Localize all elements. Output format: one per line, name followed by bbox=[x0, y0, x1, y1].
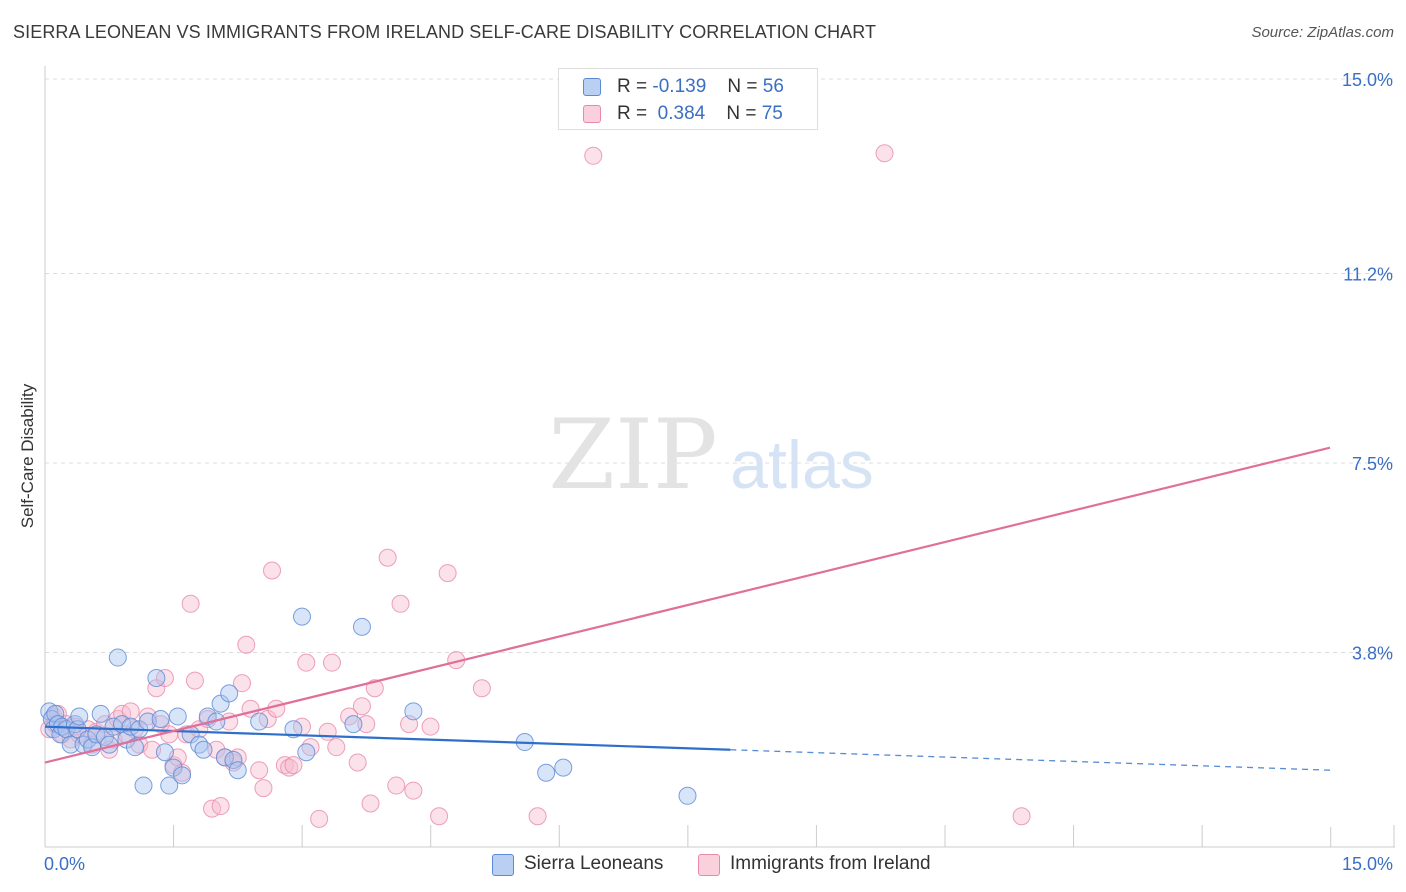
data-point-sierra-leonean bbox=[554, 758, 573, 777]
data-point-sierra-leonean bbox=[168, 707, 187, 726]
data-point-immigrant-from-ireland bbox=[387, 776, 406, 795]
series-sierra-leoneans bbox=[40, 607, 697, 805]
data-point-immigrant-from-ireland bbox=[378, 548, 397, 567]
legend-swatch-pink bbox=[583, 105, 601, 123]
correlation-legend: R = -0.139 N = 56 R = 0.384 N = 75 bbox=[558, 68, 818, 130]
legend-swatch-pink bbox=[698, 854, 720, 876]
data-point-immigrant-from-ireland bbox=[121, 702, 140, 721]
chart-title: SIERRA LEONEAN VS IMMIGRANTS FROM IRELAN… bbox=[13, 22, 877, 42]
data-point-sierra-leonean bbox=[147, 669, 166, 688]
data-point-sierra-leonean bbox=[155, 743, 174, 762]
axes bbox=[44, 66, 1395, 848]
data-point-immigrant-from-ireland bbox=[263, 561, 282, 580]
data-point-immigrant-from-ireland bbox=[584, 146, 603, 165]
data-point-immigrant-from-ireland bbox=[233, 674, 252, 693]
data-point-immigrant-from-ireland bbox=[297, 653, 316, 672]
data-point-immigrant-from-ireland bbox=[528, 807, 547, 826]
data-point-immigrant-from-ireland bbox=[322, 653, 341, 672]
x-tick-label: 15.0% bbox=[1342, 854, 1393, 874]
y-tick-label: 3.8% bbox=[1352, 643, 1393, 663]
data-point-sierra-leonean bbox=[108, 648, 127, 667]
data-point-sierra-leonean bbox=[352, 617, 371, 636]
data-point-immigrant-from-ireland bbox=[361, 794, 380, 813]
data-point-sierra-leonean bbox=[228, 761, 247, 780]
data-point-sierra-leonean bbox=[344, 715, 363, 734]
trend-lines bbox=[44, 446, 1331, 771]
legend-swatch-blue bbox=[583, 78, 601, 96]
trend-line-sierra-leoneans-extension bbox=[730, 749, 1331, 771]
data-point-sierra-leonean bbox=[220, 684, 239, 703]
data-point-immigrant-from-ireland bbox=[438, 564, 457, 583]
trend-line-immigrants-from-ireland bbox=[44, 446, 1331, 764]
data-point-immigrant-from-ireland bbox=[327, 738, 346, 757]
data-point-sierra-leonean bbox=[224, 750, 243, 769]
data-point-sierra-leonean bbox=[194, 740, 213, 759]
legend-r-label: R = bbox=[617, 76, 648, 97]
data-point-immigrant-from-ireland bbox=[250, 761, 269, 780]
data-point-immigrant-from-ireland bbox=[284, 756, 303, 775]
legend-n-value: 75 bbox=[761, 103, 783, 124]
data-point-immigrant-from-ireland bbox=[421, 717, 440, 736]
watermark: ZIP atlas bbox=[548, 399, 873, 511]
data-point-immigrant-from-ireland bbox=[391, 594, 410, 613]
data-point-sierra-leonean bbox=[151, 710, 170, 728]
data-point-immigrant-from-ireland bbox=[404, 781, 423, 800]
x-tick-label: 0.0% bbox=[44, 854, 85, 874]
data-point-sierra-leonean bbox=[134, 776, 153, 795]
data-point-immigrant-from-ireland bbox=[875, 144, 894, 163]
data-point-sierra-leonean bbox=[404, 702, 423, 721]
data-point-immigrant-from-ireland bbox=[352, 697, 371, 716]
data-point-immigrant-from-ireland bbox=[254, 779, 273, 798]
data-point-sierra-leonean bbox=[678, 786, 697, 805]
legend-label-immigrants-from-ireland: Immigrants from Ireland bbox=[730, 853, 931, 874]
data-point-sierra-leonean bbox=[297, 743, 316, 762]
legend-r-value: 0.384 bbox=[652, 103, 706, 124]
data-point-sierra-leonean bbox=[125, 738, 144, 757]
grid-lines bbox=[45, 78, 1395, 653]
data-point-sierra-leonean bbox=[250, 712, 269, 731]
legend-n-value: 56 bbox=[762, 76, 784, 97]
legend-r-value: -0.139 bbox=[652, 76, 707, 97]
legend-label-sierra-leoneans: Sierra Leoneans bbox=[524, 853, 664, 874]
watermark-zip: ZIP bbox=[548, 399, 717, 511]
data-point-immigrant-from-ireland bbox=[357, 715, 376, 734]
data-point-sierra-leonean bbox=[173, 766, 192, 785]
data-point-immigrant-from-ireland bbox=[318, 722, 337, 741]
series-immigrants-from-ireland bbox=[40, 144, 1031, 828]
data-point-sierra-leonean bbox=[537, 763, 556, 782]
data-point-sierra-leonean bbox=[91, 704, 110, 723]
watermark-atlas: atlas bbox=[730, 427, 874, 503]
data-point-immigrant-from-ireland bbox=[310, 809, 329, 828]
series-legend: Sierra Leoneans Immigrants from Ireland bbox=[0, 852, 1406, 878]
y-tick-label: 11.2% bbox=[1343, 265, 1393, 285]
data-point-immigrant-from-ireland bbox=[181, 594, 200, 613]
data-point-sierra-leonean bbox=[61, 735, 80, 754]
legend-swatch-blue bbox=[492, 854, 514, 876]
data-point-immigrant-from-ireland bbox=[1012, 807, 1031, 826]
data-point-immigrant-from-ireland bbox=[185, 671, 204, 690]
data-point-immigrant-from-ireland bbox=[211, 797, 230, 816]
data-point-sierra-leonean bbox=[160, 776, 179, 795]
data-point-immigrant-from-ireland bbox=[430, 807, 449, 826]
data-point-sierra-leonean bbox=[284, 720, 303, 739]
trend-line-sierra-leoneans bbox=[44, 725, 731, 751]
legend-n-label: N = bbox=[727, 76, 758, 97]
chart-source: Source: ZipAtlas.com bbox=[1251, 24, 1394, 41]
y-tick-label: 15.0% bbox=[1342, 70, 1393, 90]
y-tick-label: 7.5% bbox=[1352, 454, 1393, 474]
legend-r-label: R = bbox=[617, 103, 648, 124]
data-point-immigrant-from-ireland bbox=[348, 753, 367, 772]
data-point-sierra-leonean bbox=[70, 707, 89, 726]
data-point-sierra-leonean bbox=[293, 607, 311, 626]
tick-labels: 3.8% 7.5% 11.2% 15.0% 0.0% 15.0% bbox=[44, 70, 1393, 874]
data-point-immigrant-from-ireland bbox=[365, 679, 384, 698]
data-point-immigrant-from-ireland bbox=[472, 679, 491, 698]
data-point-immigrant-from-ireland bbox=[237, 635, 256, 654]
legend-n-label: N = bbox=[726, 103, 757, 124]
data-point-immigrant-from-ireland bbox=[267, 699, 286, 718]
